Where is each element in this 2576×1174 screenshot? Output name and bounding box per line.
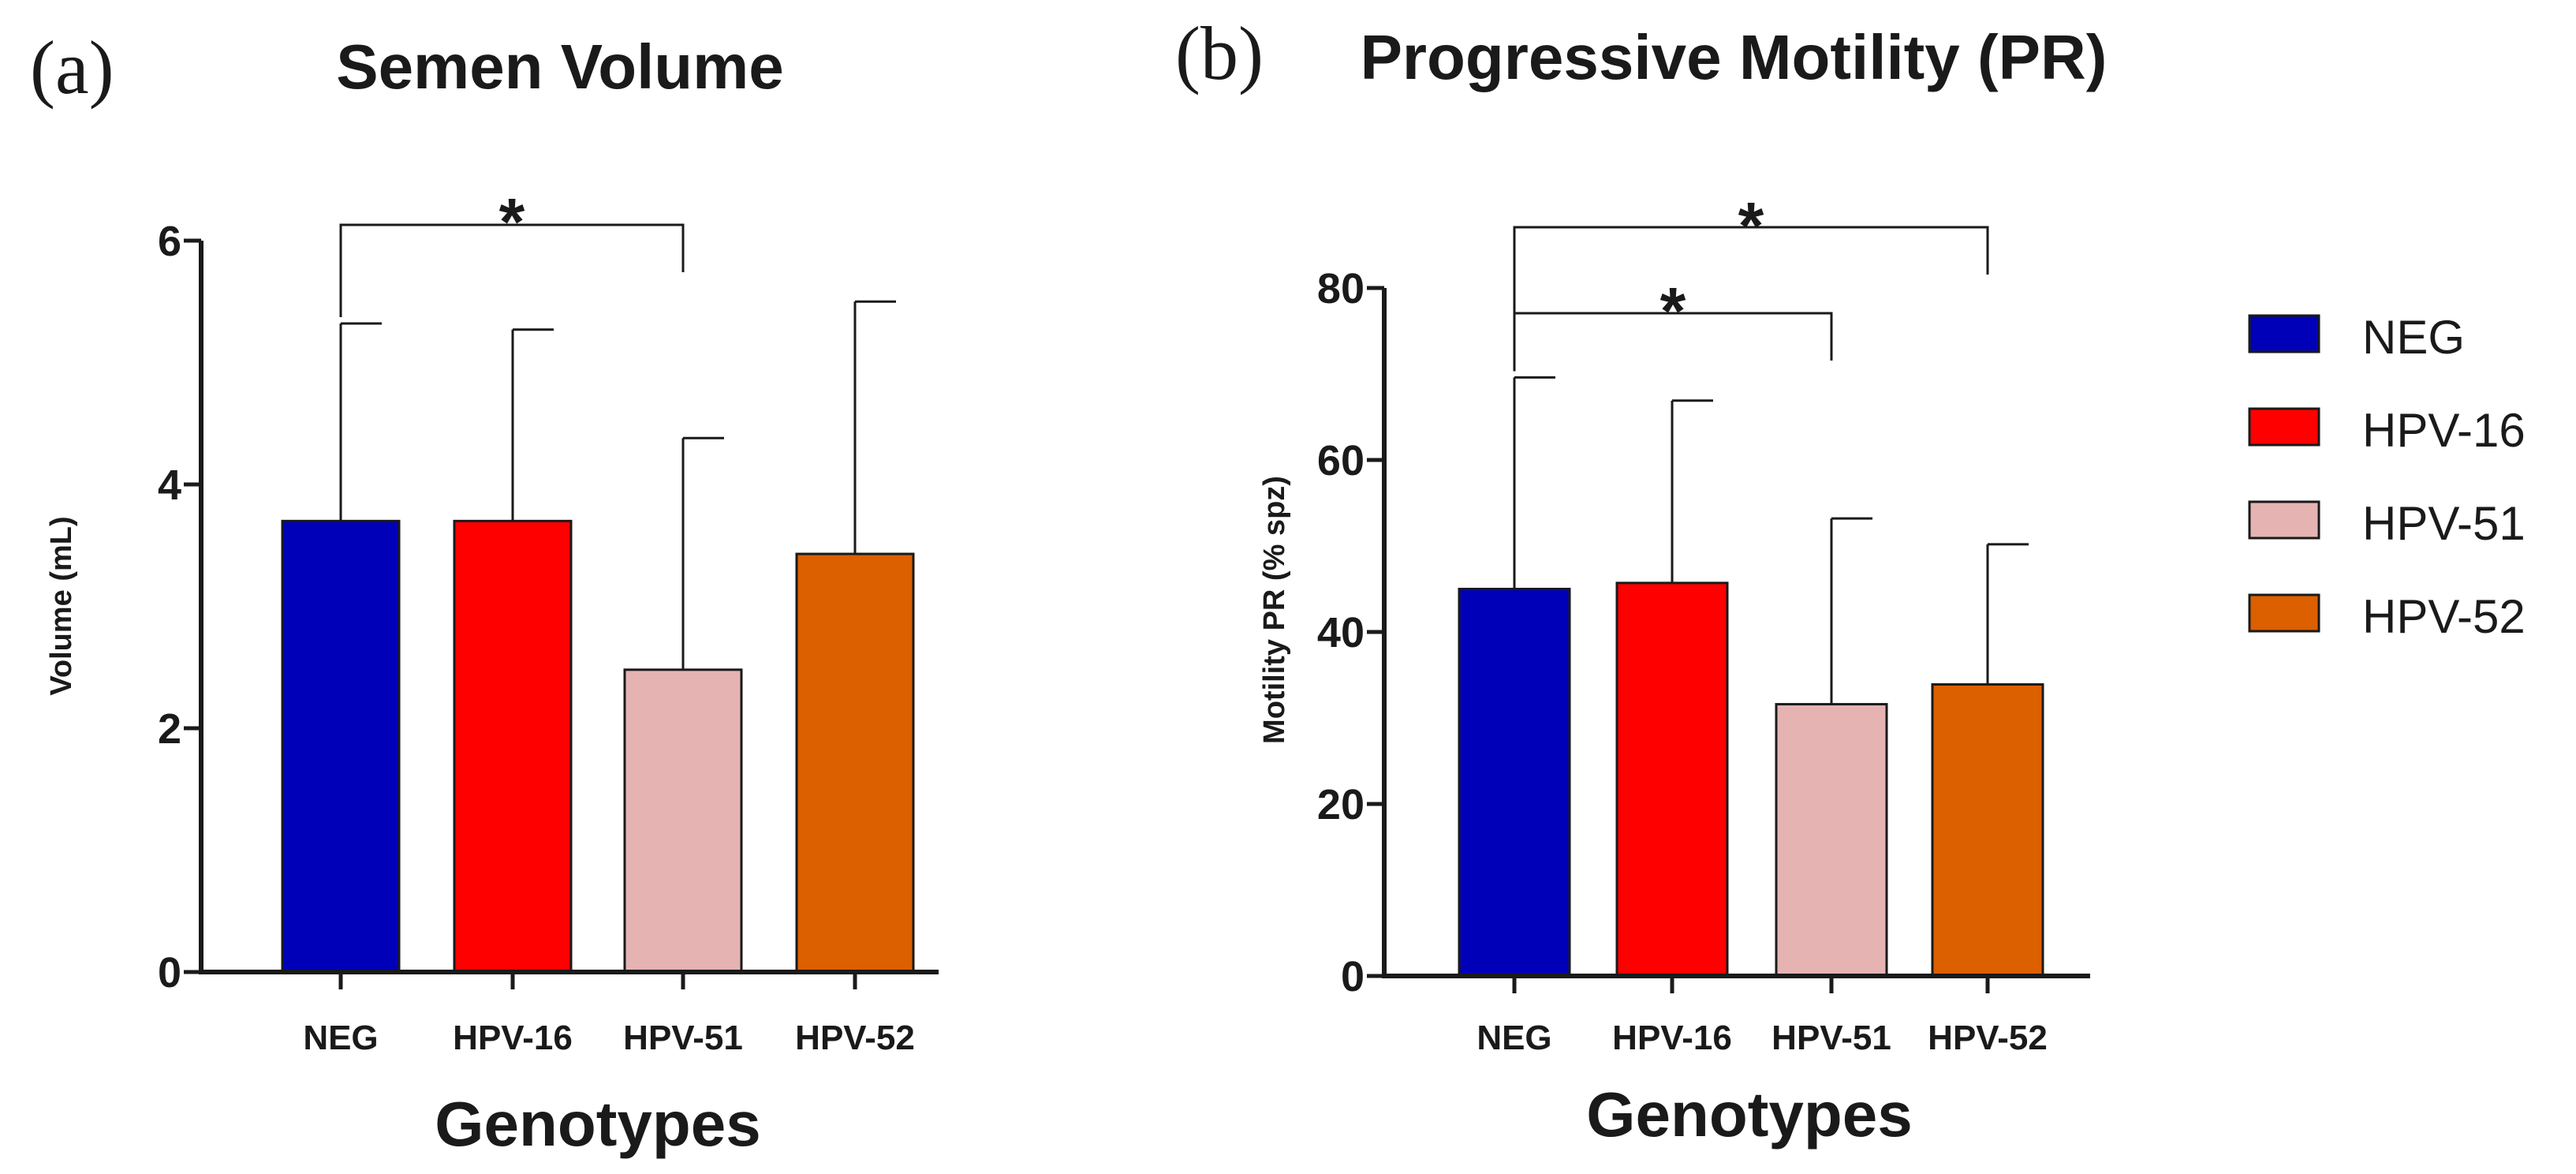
panel-a-letter: (a)	[30, 25, 114, 110]
panel-b-category-label-hpv-52: HPV-52	[1928, 1019, 2048, 1057]
panel-a-category-label-hpv-16: HPV-16	[453, 1019, 573, 1057]
panel-b-y-tick-label-0: 0	[1341, 953, 1365, 1000]
panel-a-title: Semen Volume	[336, 32, 784, 102]
panel-b-bar-neg	[1458, 588, 1571, 978]
panel-b-category-label-hpv-16: HPV-16	[1612, 1019, 1732, 1057]
panel-b-bar-hpv-51	[1775, 703, 1888, 978]
panel-b-y-tick-label-60: 60	[1317, 437, 1365, 484]
panel-a-y-axis-label: Volume (mL)	[45, 516, 78, 695]
panel-b-y-tick-label-40: 40	[1317, 609, 1365, 656]
legend-swatch-neg	[2248, 314, 2320, 353]
panel-a-bar-hpv-16	[453, 519, 573, 974]
panel-b-x-axis-label: Genotypes	[1586, 1079, 1912, 1150]
panel-b-category-label-neg: NEG	[1477, 1019, 1551, 1057]
panel-b-y-axis-label: Motility PR (% spz)	[1258, 476, 1291, 744]
panel-a-significance-bracket-1	[339, 223, 685, 318]
panel-a-x-axis-label: Genotypes	[435, 1089, 760, 1159]
panel-a-y-tick-label-2: 2	[158, 705, 181, 753]
panel-b-bar-hpv-16	[1615, 581, 1729, 978]
panel-a-category-label-hpv-51: HPV-51	[623, 1019, 743, 1057]
panel-a-y-tick-label-0: 0	[158, 949, 181, 996]
legend-label-hpv-16: HPV-16	[2362, 404, 2526, 457]
panel-b-category-label-hpv-51: HPV-51	[1771, 1019, 1891, 1057]
panel-a-category-label-neg: NEG	[303, 1019, 378, 1057]
panel-b-title: Progressive Motility (PR)	[1361, 22, 2107, 92]
legend-swatch-hpv-52	[2248, 593, 2320, 633]
legend: NEG HPV-16 HPV-51 HPV-52	[2248, 311, 2526, 643]
panel-a-significance-star-1: *	[499, 185, 525, 259]
panel-a-semen-volume: (a) Semen Volume NEG HPV-16 HPV-51 HPV-52 0 2 4 6…	[30, 25, 939, 1159]
panel-a-category-label-hpv-52: HPV-52	[795, 1019, 915, 1057]
panel-a-bar-hpv-51	[623, 668, 743, 974]
legend-label-neg: NEG	[2362, 311, 2465, 364]
panel-a-y-tick-label-4: 4	[158, 462, 181, 509]
legend-swatch-hpv-16	[2248, 407, 2320, 447]
legend-label-hpv-52: HPV-52	[2362, 590, 2526, 643]
panel-b-bar-hpv-52	[1931, 682, 2044, 978]
panel-b-significance-star-2: *	[1738, 189, 1764, 263]
legend-swatch-hpv-51	[2248, 500, 2320, 540]
panel-b-significance-bracket-2	[1513, 226, 1989, 372]
panel-a-bar-neg	[281, 519, 401, 974]
panel-b-letter: (b)	[1175, 11, 1264, 95]
panel-b-progressive-motility: (b) Progressive Motility (PR) NEG HPV-16 HPV…	[1175, 11, 2107, 1150]
panel-b-y-tick-label-20: 20	[1317, 781, 1365, 828]
panel-b-significance-star-1: *	[1660, 274, 1686, 348]
panel-a-bar-hpv-52	[795, 552, 915, 974]
panel-a-y-tick-label-6: 6	[158, 218, 181, 265]
legend-label-hpv-51: HPV-51	[2362, 497, 2526, 550]
panel-b-y-tick-label-80: 80	[1317, 265, 1365, 312]
